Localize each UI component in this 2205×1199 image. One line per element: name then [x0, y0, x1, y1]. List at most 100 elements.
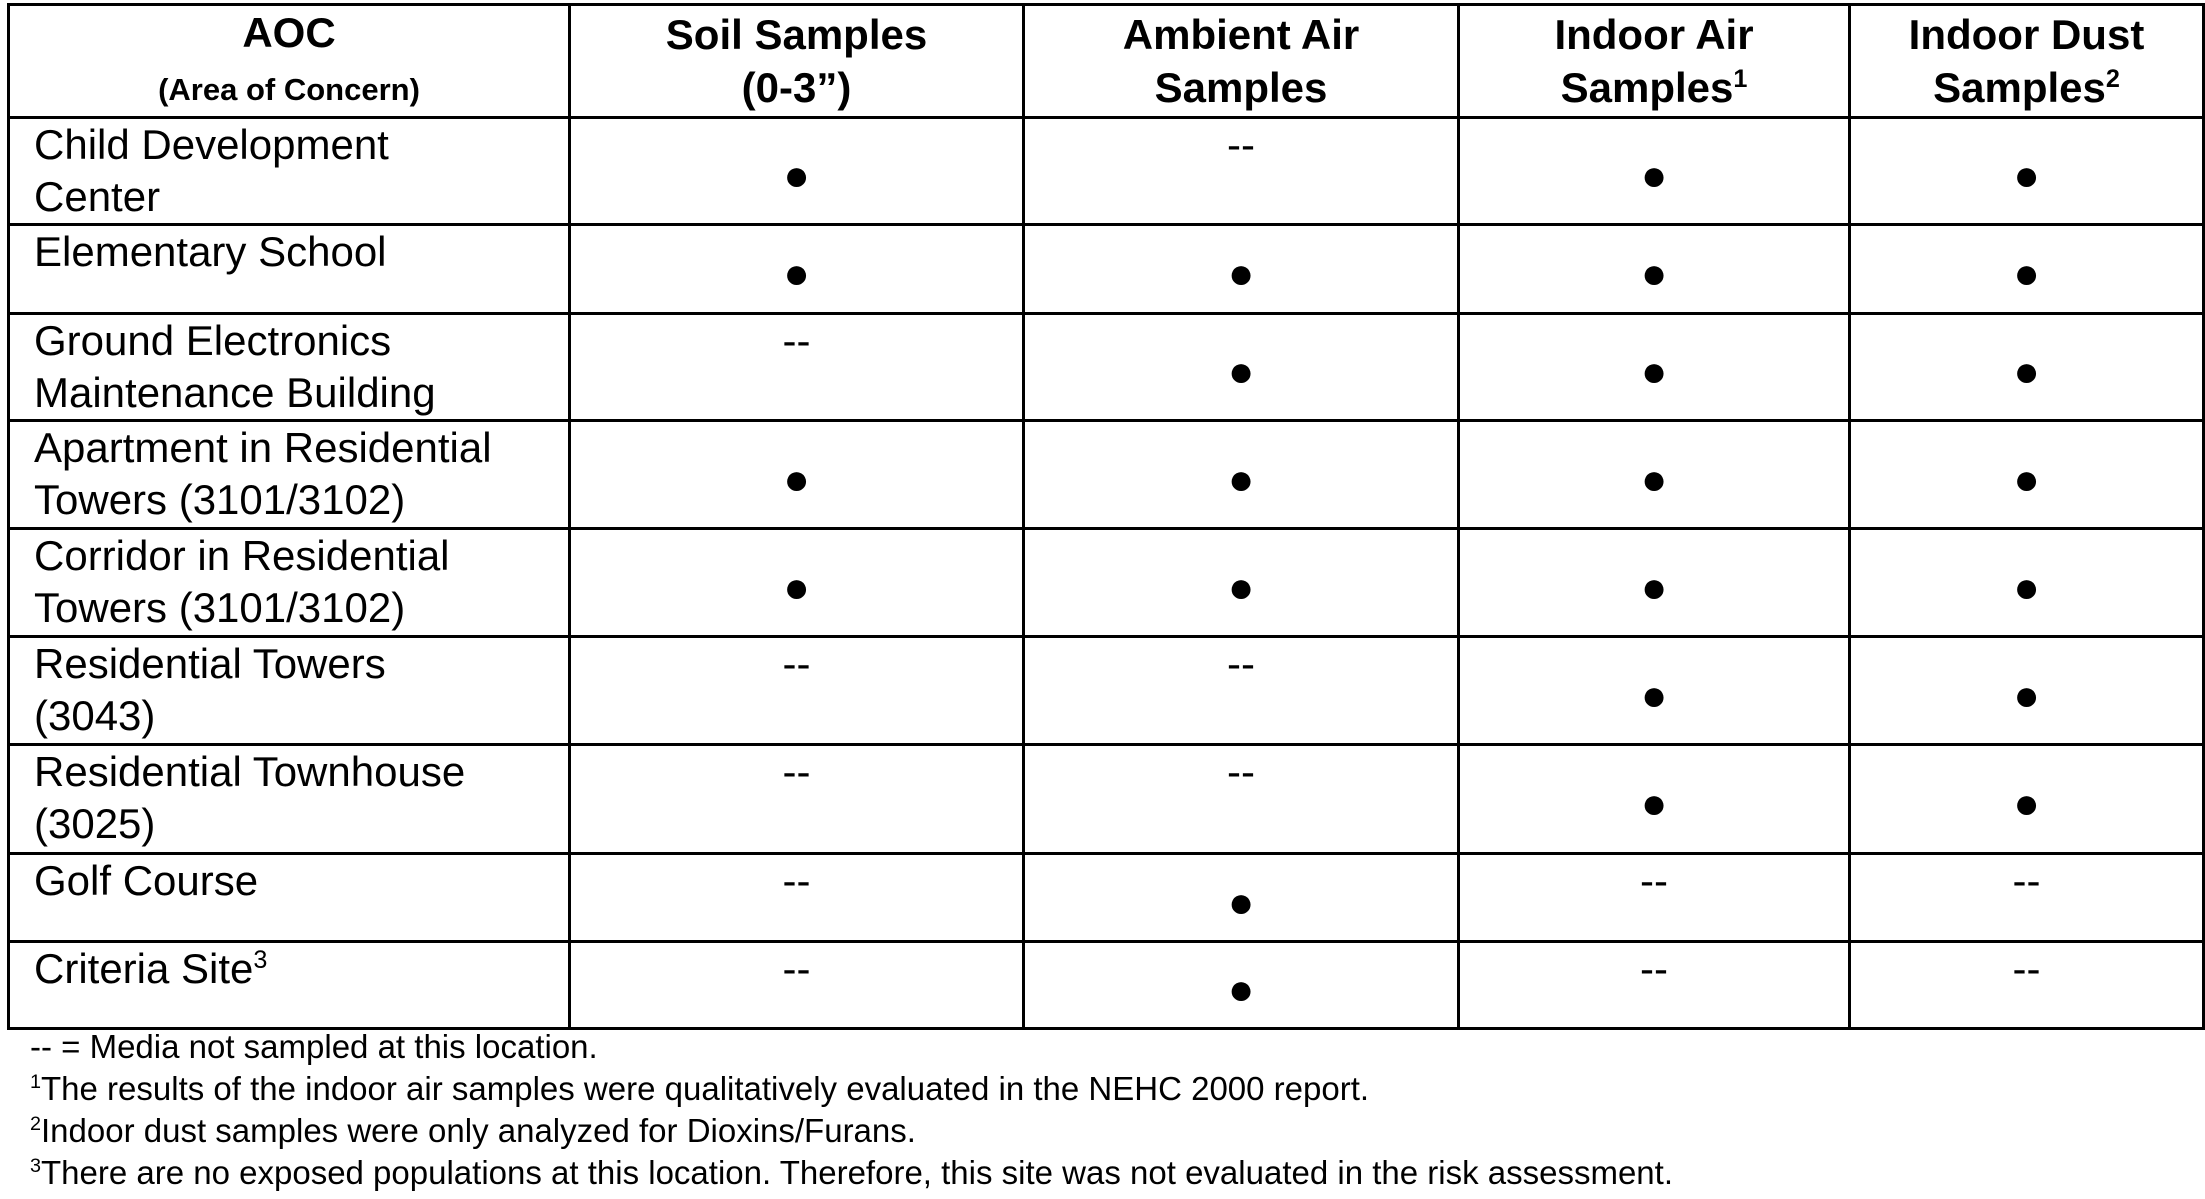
sample-cell: ●: [1848, 312, 2205, 422]
aoc-text: (3025): [34, 800, 156, 847]
sample-cell: ●: [1022, 527, 1460, 638]
header-text: (Area of Concern): [158, 72, 420, 107]
sample-cell: ●: [1022, 852, 1460, 943]
sample-cell: ●: [1848, 743, 2205, 855]
footnote-text: Indoor dust samples were only analyzed f…: [41, 1112, 916, 1149]
sample-cell: --: [1457, 852, 1851, 943]
aoc-line: Elementary School: [34, 228, 567, 279]
table-row: Corridor in Residential Towers (3101/3102…: [7, 527, 2205, 638]
sampling-table: AOC (Area of Concern) Soil Samples (0-3”) Am…: [7, 3, 2205, 1030]
aoc-line: Criteria Site3: [34, 945, 567, 996]
aoc-cell: Criteria Site3: [7, 940, 571, 1030]
sample-cell: --: [1022, 116, 1460, 226]
table-row: Elementary School ● ● ● ●: [7, 223, 2205, 315]
aoc-text: Elementary School: [34, 228, 387, 275]
sample-cell: --: [1022, 743, 1460, 855]
header-line: (Area of Concern): [12, 59, 567, 115]
table-row: Residential Towers (3043) -- -- ● ●: [7, 635, 2205, 746]
sample-cell: ●: [1022, 940, 1460, 1030]
aoc-line: (3025): [34, 798, 567, 850]
aoc-line: Apartment in Residential: [34, 424, 567, 475]
aoc-text: Corridor in Residential: [34, 532, 450, 579]
aoc-text: Center: [34, 173, 161, 220]
aoc-line: Center: [34, 171, 567, 222]
aoc-cell: Golf Course: [7, 852, 571, 943]
aoc-cell: Residential Towers (3043): [7, 635, 571, 746]
footnote-text: There are no exposed populations at this…: [41, 1154, 1673, 1191]
aoc-line: Corridor in Residential: [34, 532, 567, 583]
header-text: Indoor Dust: [1908, 11, 2145, 58]
sample-cell: --: [1848, 940, 2205, 1030]
header-text: Samples: [1560, 64, 1734, 111]
table-row: Golf Course -- ● -- --: [7, 852, 2205, 943]
sample-cell: ●: [568, 223, 1025, 315]
aoc-text: Child Development: [34, 121, 389, 168]
aoc-text: Residential Townhouse: [34, 748, 466, 795]
footnote-text: The results of the indoor air samples we…: [41, 1070, 1370, 1107]
footnote-ref: 3: [253, 946, 268, 974]
header-line: Indoor Dust: [1853, 8, 2201, 61]
aoc-line: Towers (3101/3102): [34, 474, 567, 526]
table-row: Criteria Site3 -- ● -- --: [7, 940, 2205, 1030]
aoc-cell: Ground Electronics Maintenance Building: [7, 312, 571, 422]
aoc-text: Maintenance Building: [34, 369, 436, 416]
footnote: 1The results of the indoor air samples w…: [30, 1068, 1673, 1110]
sample-cell: --: [568, 940, 1025, 1030]
sample-cell: ●: [1457, 527, 1851, 638]
header-line: Samples: [1027, 61, 1456, 114]
aoc-line: Residential Towers: [34, 640, 567, 691]
sample-cell: --: [1457, 940, 1851, 1030]
sample-cell: ●: [568, 527, 1025, 638]
aoc-line: (3043): [34, 690, 567, 742]
aoc-line: Child Development: [34, 121, 567, 172]
footnote: 3There are no exposed populations at thi…: [30, 1152, 1673, 1194]
header-line: (0-3”): [573, 61, 1021, 114]
header-cell: Indoor Air Samples1: [1457, 3, 1851, 119]
header-cell: AOC (Area of Concern): [7, 3, 571, 119]
sample-cell: --: [568, 852, 1025, 943]
sample-cell: --: [1022, 635, 1460, 746]
aoc-cell: Elementary School: [7, 223, 571, 315]
header-cell: Ambient Air Samples: [1022, 3, 1460, 119]
aoc-text: (3043): [34, 692, 156, 739]
footnotes: -- = Media not sampled at this location.…: [30, 1026, 1673, 1194]
aoc-cell: Corridor in Residential Towers (3101/3102…: [7, 527, 571, 638]
sample-cell: ●: [1022, 223, 1460, 315]
aoc-text: Golf Course: [34, 857, 259, 904]
sample-cell: ●: [568, 419, 1025, 530]
header-line: AOC: [12, 8, 567, 60]
sample-cell: ●: [1457, 419, 1851, 530]
aoc-text: Ground Electronics: [34, 317, 392, 364]
sample-cell: ●: [1848, 116, 2205, 226]
sample-cell: ●: [1848, 527, 2205, 638]
header-text: Samples: [1154, 64, 1328, 111]
header-text: (0-3”): [741, 64, 852, 111]
sample-cell: ●: [1457, 743, 1851, 855]
header-cell: Soil Samples (0-3”): [568, 3, 1025, 119]
header-text: Ambient Air: [1122, 11, 1360, 58]
footnote-mark: 1: [30, 1071, 42, 1093]
table-row: Residential Townhouse (3025) -- -- ● ●: [7, 743, 2205, 855]
footnote-ref: 2: [2105, 65, 2120, 93]
table-row: Ground Electronics Maintenance Building --…: [7, 312, 2205, 422]
header-text: Indoor Air: [1554, 11, 1754, 58]
footnote-text: -- = Media not sampled at this location.: [30, 1028, 598, 1065]
sample-cell: --: [568, 743, 1025, 855]
sample-cell: ●: [1022, 312, 1460, 422]
aoc-text: Towers (3101/3102): [34, 584, 406, 631]
aoc-line: Maintenance Building: [34, 367, 567, 418]
header-line: Samples1: [1462, 61, 1847, 114]
sample-cell: ●: [1848, 223, 2205, 315]
header-text: Soil Samples: [665, 11, 928, 58]
header-row: AOC (Area of Concern) Soil Samples (0-3”) Am…: [7, 3, 2205, 119]
table-row: Apartment in Residential Towers (3101/310…: [7, 419, 2205, 530]
header-text: Samples: [1933, 64, 2106, 111]
aoc-text: Towers (3101/3102): [34, 476, 406, 523]
header-line: Ambient Air: [1027, 8, 1456, 61]
aoc-line: Residential Townhouse: [34, 748, 567, 799]
aoc-cell: Apartment in Residential Towers (3101/310…: [7, 419, 571, 530]
header-text: AOC: [242, 9, 336, 56]
header-cell: Indoor Dust Samples2: [1848, 3, 2205, 119]
footnote: 2Indoor dust samples were only analyzed …: [30, 1110, 1673, 1152]
aoc-line: Golf Course: [34, 857, 567, 908]
